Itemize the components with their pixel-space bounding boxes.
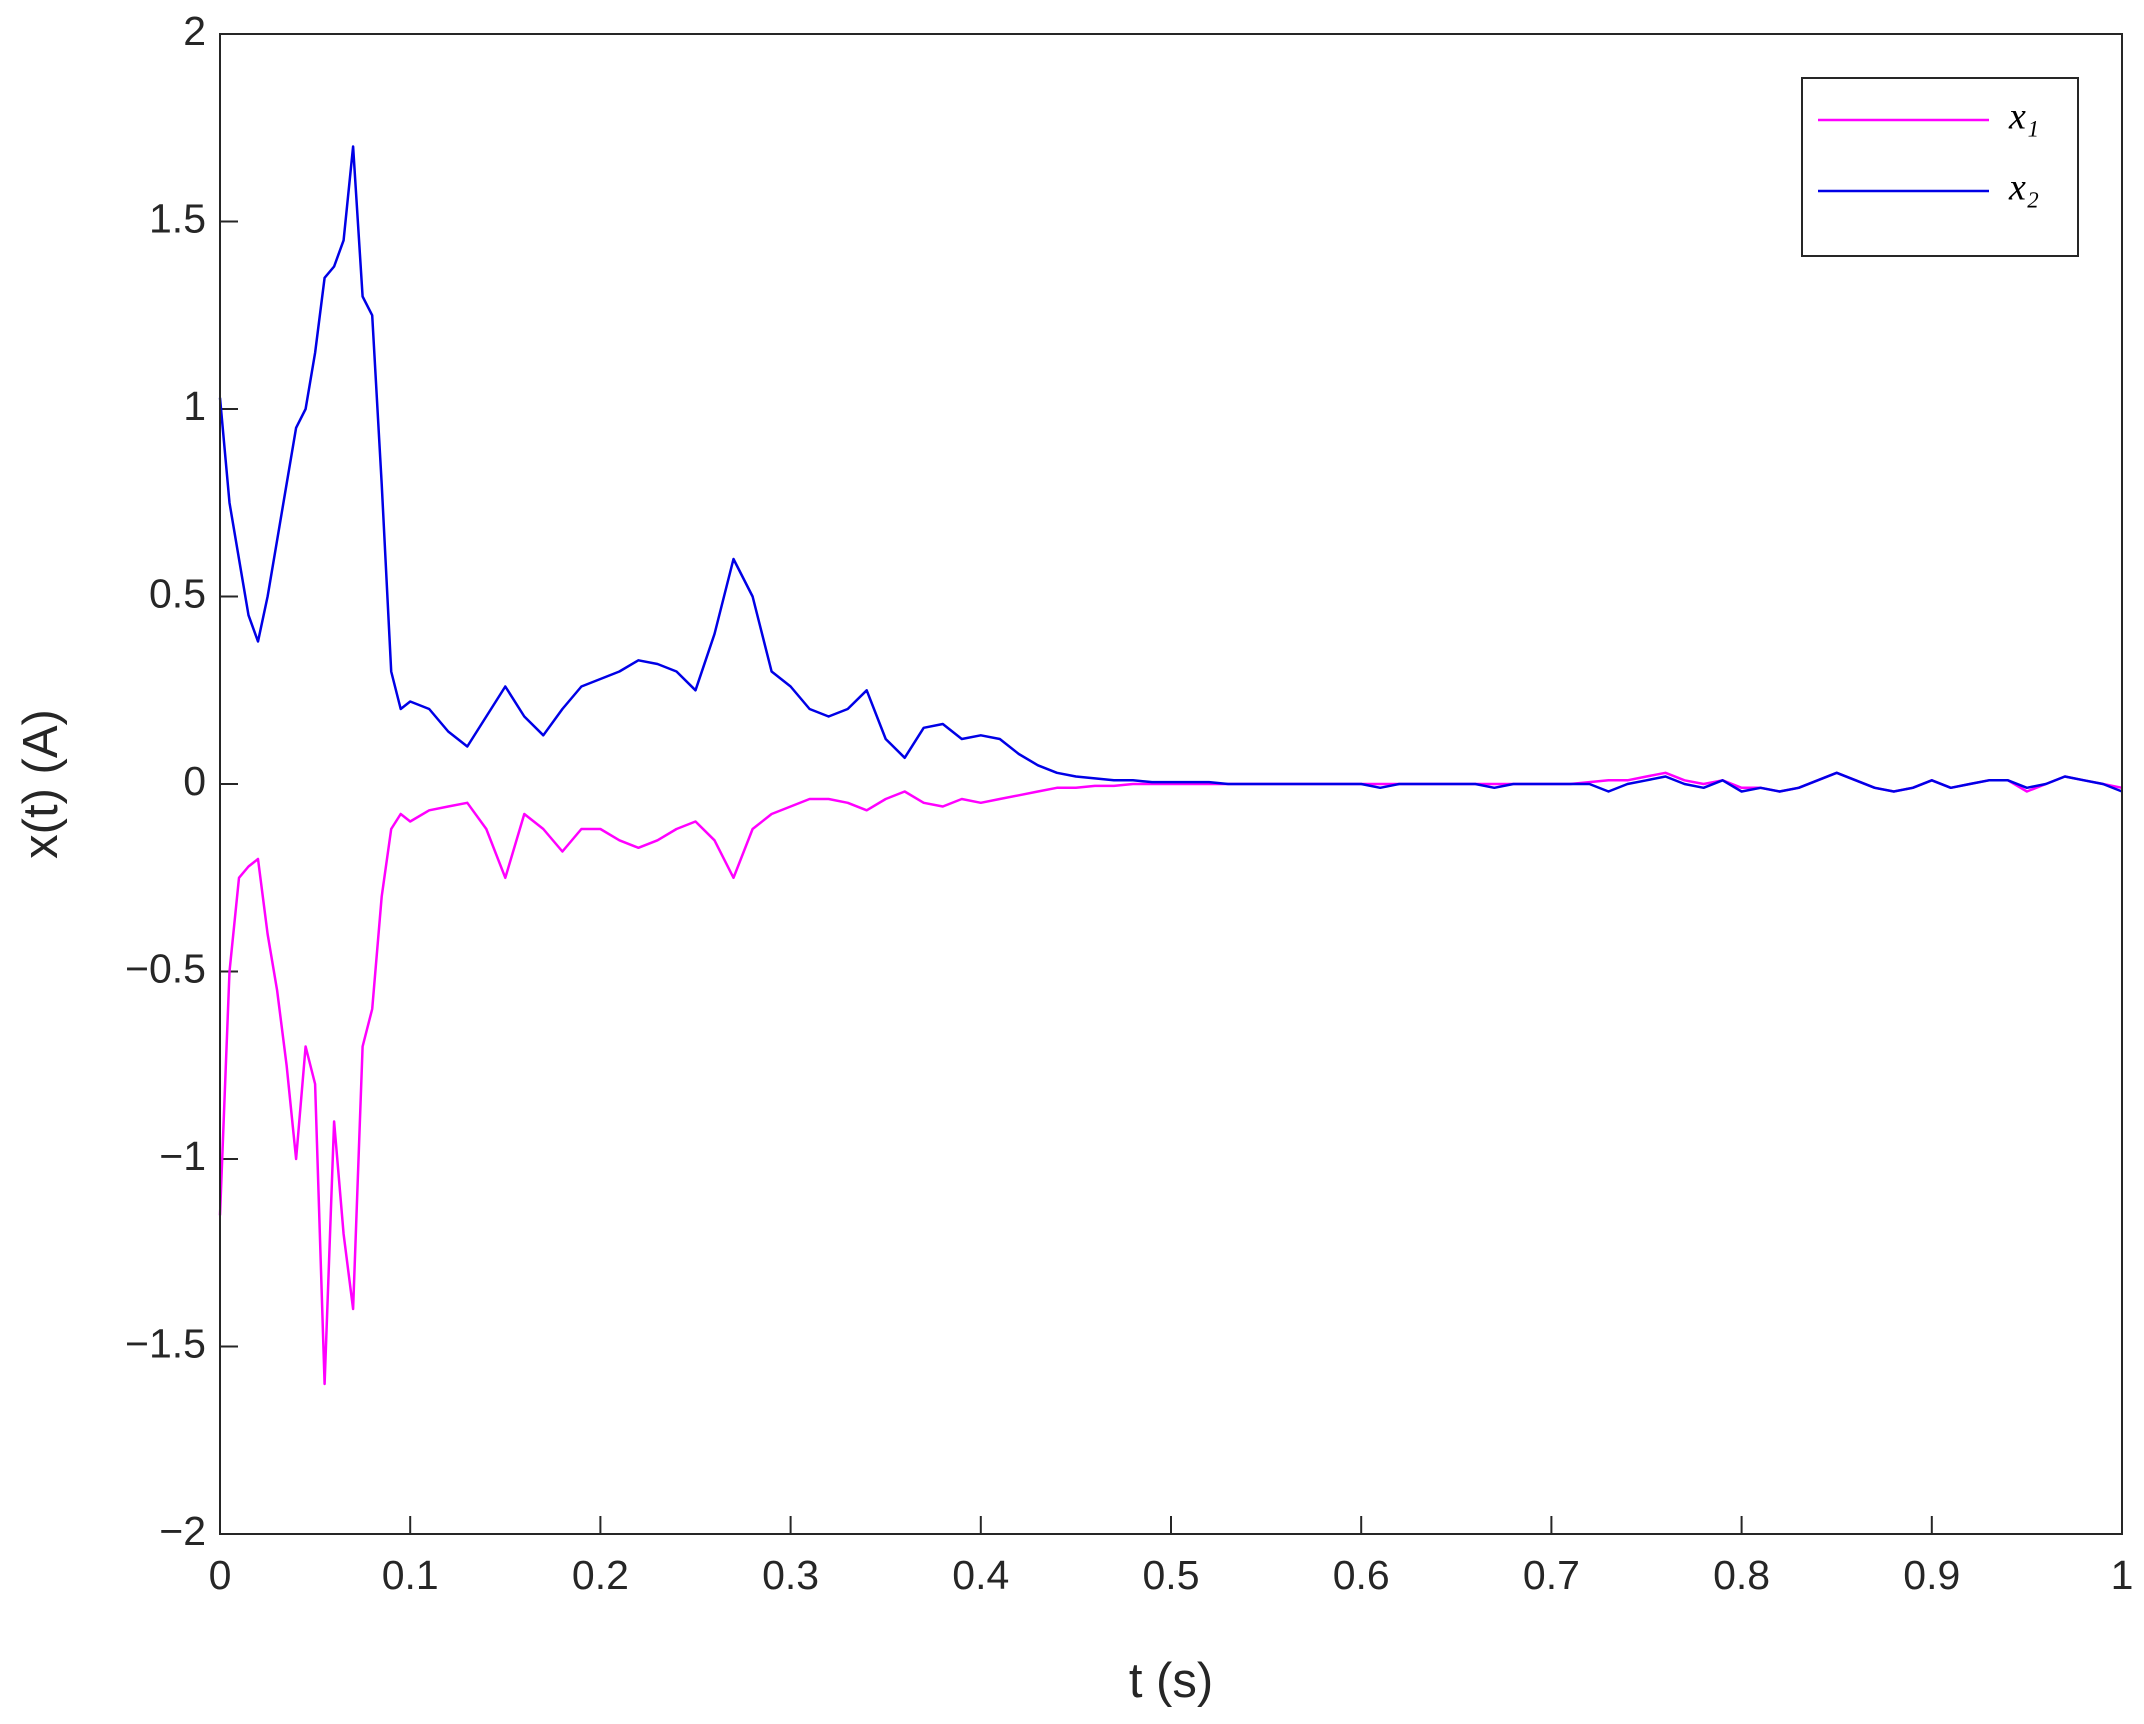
series-line — [218, 771, 2123, 1386]
x-tick-label: 1 — [2111, 1552, 2134, 1598]
series-line — [218, 145, 2123, 793]
x-tick-label: 0.2 — [572, 1552, 629, 1598]
x-tick-label: 0.9 — [1903, 1552, 1960, 1598]
plot-frame — [219, 33, 2123, 1535]
y-tick-label: 0.5 — [149, 570, 206, 616]
y-tick-label: 1 — [183, 383, 206, 429]
legend-label: x₁ — [2008, 96, 2039, 138]
x-tick-label: 0.3 — [762, 1552, 819, 1598]
y-tick-label: 0 — [183, 758, 206, 804]
y-tick-label: 1.5 — [149, 195, 206, 241]
y-tick-label: −1.5 — [125, 1320, 206, 1366]
y-tick-label: −1 — [159, 1133, 206, 1179]
x-tick-label: 0.1 — [382, 1552, 439, 1598]
y-axis-label: x(t) (A) — [14, 709, 68, 859]
x-tick-label: 0.5 — [1143, 1552, 1200, 1598]
x-axis-label: t (s) — [1129, 1654, 1213, 1708]
x-tick-label: 0.8 — [1713, 1552, 1770, 1598]
x-tick-label: 0.7 — [1523, 1552, 1580, 1598]
legend-label: x₂ — [2008, 167, 2039, 209]
y-tick-label: −0.5 — [125, 945, 206, 991]
y-tick-label: −2 — [159, 1508, 206, 1554]
y-tick-label: 2 — [183, 8, 206, 54]
x-tick-label: 0.4 — [952, 1552, 1009, 1598]
x-tick-label: 0.6 — [1333, 1552, 1390, 1598]
legend-box — [1801, 77, 2079, 257]
x-tick-label: 0 — [209, 1552, 232, 1598]
